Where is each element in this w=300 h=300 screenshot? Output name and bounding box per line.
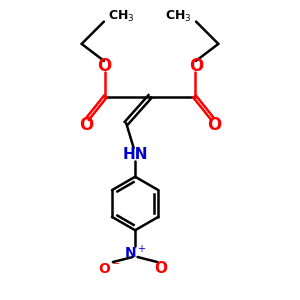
Text: O: O	[154, 261, 167, 276]
Text: O: O	[79, 116, 93, 134]
Text: O$^-$: O$^-$	[98, 262, 122, 276]
Text: O: O	[97, 57, 111, 75]
Text: HN: HN	[122, 147, 148, 162]
Text: CH$_3$: CH$_3$	[108, 9, 135, 24]
Text: O: O	[207, 116, 221, 134]
Text: CH$_3$: CH$_3$	[165, 9, 192, 24]
Text: N$^+$: N$^+$	[124, 244, 146, 261]
Text: O: O	[189, 57, 203, 75]
